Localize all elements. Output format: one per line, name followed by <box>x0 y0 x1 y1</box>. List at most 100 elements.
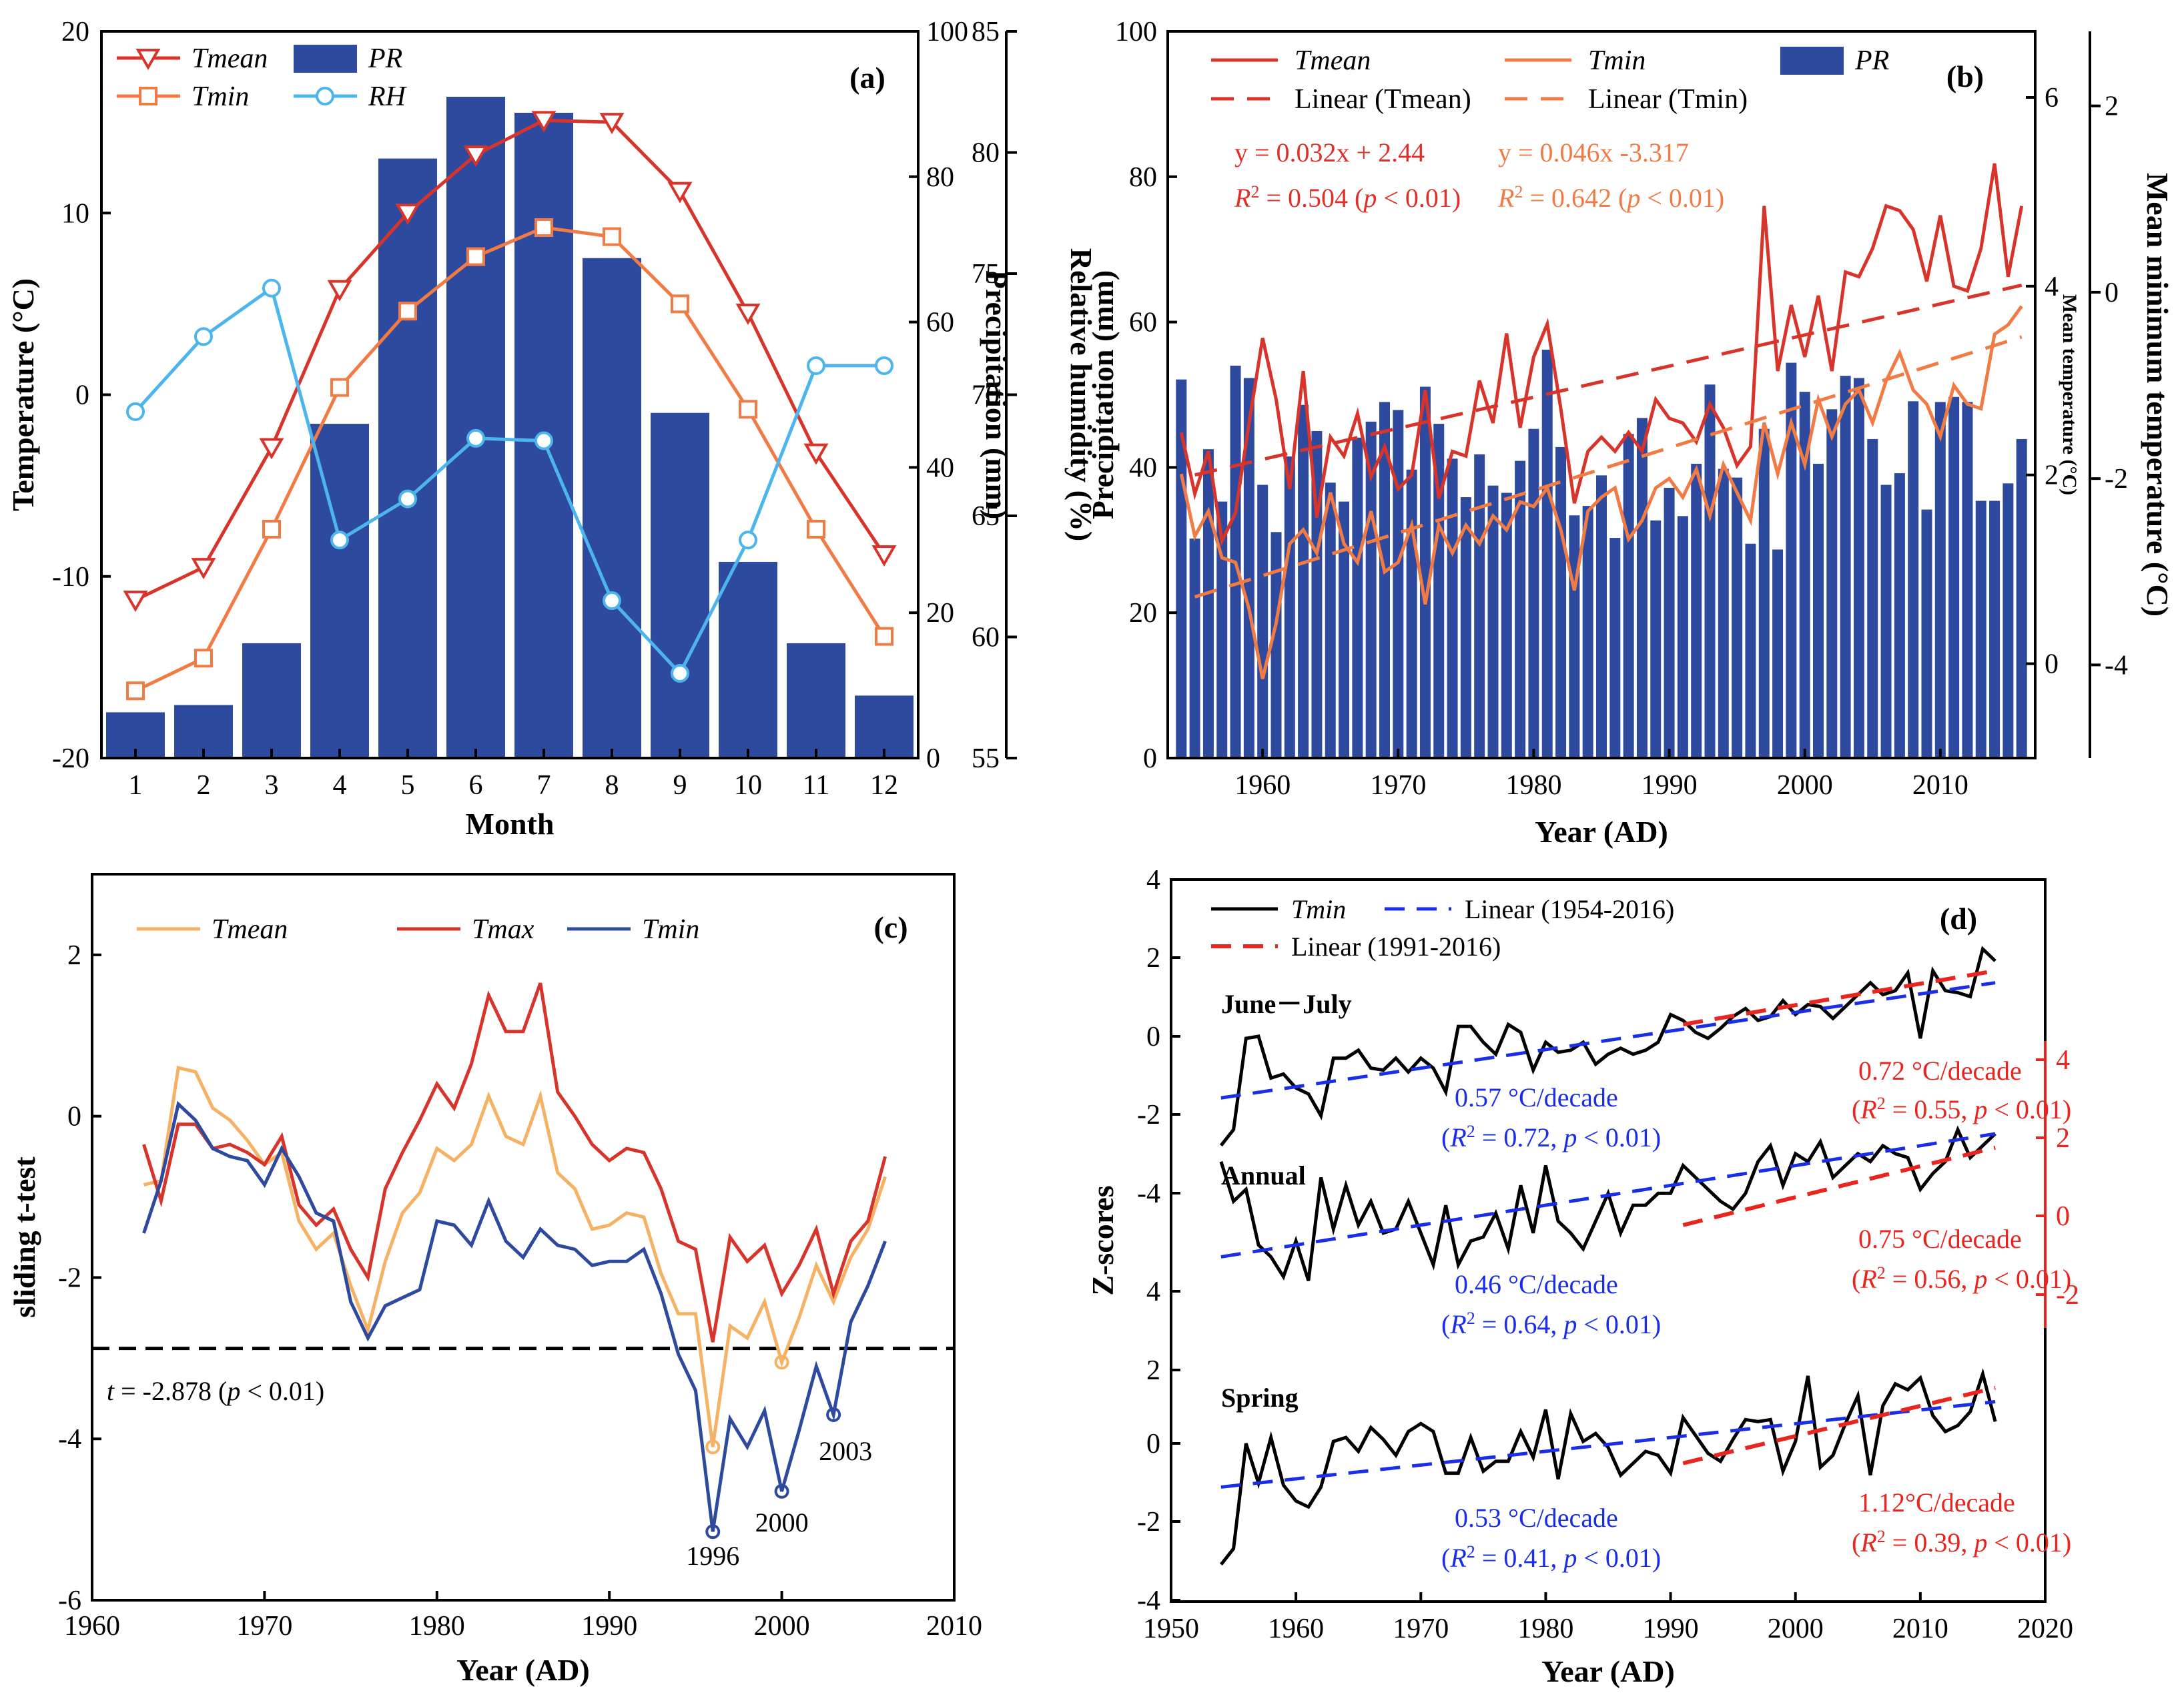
tick-label: 2 <box>197 770 211 801</box>
y-axis-title: Mean temperature (°C) <box>2059 294 2081 495</box>
tick-label: 1980 <box>409 1611 465 1642</box>
text-part: R <box>1860 1094 1876 1124</box>
text-part: 0.39 <box>1914 1527 1960 1558</box>
tick-label: 40 <box>1129 452 1157 483</box>
text-part: , <box>1550 1309 1563 1339</box>
legend-label: Tmin <box>1291 894 1346 924</box>
line-tmean <box>1179 163 2024 547</box>
marker-rh <box>807 356 825 375</box>
tick-label: -2 <box>58 1263 81 1293</box>
line-rh <box>134 285 884 677</box>
tick-label: 4 <box>333 770 347 801</box>
tick-label: 2010 <box>1912 770 1968 801</box>
bar-pr <box>1419 386 1431 758</box>
series-label: June－July <box>1221 989 1352 1019</box>
legend-label: Linear (1954-2016) <box>1465 894 1674 924</box>
text-part: 2 <box>1467 1122 1475 1141</box>
marker-tmean <box>531 111 557 133</box>
threshold-label: t = -2.878 (p < 0.01) <box>107 1376 324 1406</box>
text-part: R <box>1234 183 1250 213</box>
tick-label: 2 <box>2045 460 2059 491</box>
bar-pr <box>1650 520 1662 758</box>
marker-rh <box>194 327 213 346</box>
marker-tmin <box>466 247 485 266</box>
marker-tmin <box>705 1524 721 1540</box>
text-part: ( <box>1852 1094 1860 1124</box>
trend-recent <box>1682 1385 1996 1465</box>
bar-pr <box>1569 515 1580 758</box>
tick-label: -2 <box>1137 1100 1160 1130</box>
bar-pr <box>1772 549 1784 758</box>
bar-pr <box>1704 384 1716 758</box>
tick-label: 1960 <box>64 1611 120 1642</box>
text-part: < 0.01) <box>1987 1264 2071 1294</box>
legend-marker <box>135 49 161 71</box>
trend-stats: (R2 = 0.55, p < 0.01) <box>1852 1094 2071 1125</box>
tick-label: 65 <box>972 501 1000 532</box>
tick-label: 9 <box>673 770 687 801</box>
tick-label: 2010 <box>1892 1614 1948 1644</box>
tick-label: 1970 <box>236 1611 292 1642</box>
bar-pr <box>1853 378 1864 758</box>
text-part: 2 <box>1467 1542 1475 1562</box>
bar-pr <box>1379 402 1390 758</box>
bar-pr <box>1826 409 1838 758</box>
marker-tmin <box>534 218 553 238</box>
tick-label: 0 <box>1143 743 1157 774</box>
bar-pr <box>1284 456 1295 758</box>
y-axis-title: Temperature (°C) <box>6 278 40 511</box>
bar-pr <box>1894 473 1905 758</box>
legend-label: Linear (Tmin) <box>1588 84 1748 115</box>
marker-tmin <box>807 519 825 539</box>
tick-label: 20 <box>926 598 954 629</box>
bar-pr <box>1406 469 1417 758</box>
text-part: ( <box>1852 1264 1860 1294</box>
tick-label: 60 <box>926 308 954 338</box>
series-label: Annual <box>1221 1160 1306 1190</box>
marker-tmean <box>599 113 625 135</box>
marker-tmin <box>826 1407 841 1422</box>
panel-c-sliding-t-test: -6 -4 -2 0 2 1960 1970 1980 1990 2000 2010 Year (AD… <box>7 873 982 1687</box>
tick-label: 1960 <box>1268 1614 1324 1644</box>
tick-label: 10 <box>61 198 89 229</box>
tick-label: 55 <box>972 743 1000 774</box>
bar-pr <box>855 695 914 758</box>
tick-label: 2020 <box>2017 1614 2073 1644</box>
legend-label: Tmin <box>1588 45 1646 76</box>
bar-pr <box>1813 463 1824 758</box>
marker-tmin <box>126 681 145 701</box>
bar-pr <box>1243 378 1254 758</box>
line-tmin <box>142 1100 887 1532</box>
tick-label: 1990 <box>1643 1614 1699 1644</box>
x-axis-title: Year (AD) <box>1541 1654 1675 1688</box>
text-part: < 0.01) <box>1577 1122 1661 1152</box>
text-part: = <box>1886 1094 1914 1124</box>
text-part: R <box>1860 1264 1876 1294</box>
tick-label: 4 <box>2056 1045 2070 1076</box>
tick-label: 2010 <box>926 1611 982 1642</box>
y-axis-title: Relative humidity (%) <box>1064 248 1098 542</box>
bar-pr <box>1555 446 1567 758</box>
text-part: p <box>225 1376 240 1406</box>
text-part: = <box>1475 1543 1504 1573</box>
tick-label: -20 <box>52 743 89 774</box>
text-part: p <box>1561 1122 1577 1152</box>
tick-label: 100 <box>926 17 968 47</box>
tick-label: 7 <box>537 770 551 801</box>
tick-label: 85 <box>972 17 1000 47</box>
tick-label: 75 <box>972 259 1000 290</box>
plot-frame <box>91 873 956 1602</box>
legend-label: PR <box>368 43 402 74</box>
marker-tmean <box>735 303 761 325</box>
legend-label: Tmax <box>472 914 534 945</box>
tick-label: 2 <box>1146 1355 1160 1386</box>
marker-rh <box>534 431 553 450</box>
text-part: 0.64 <box>1503 1309 1550 1339</box>
bar-pr <box>1447 458 1458 758</box>
text-part: = <box>1475 1122 1504 1152</box>
text-part: R <box>1449 1543 1466 1573</box>
y-axis-title: Precipitation (mm) <box>980 270 1014 519</box>
x-axis-title: Month <box>466 807 555 841</box>
legend-label: Tmin <box>642 914 699 945</box>
